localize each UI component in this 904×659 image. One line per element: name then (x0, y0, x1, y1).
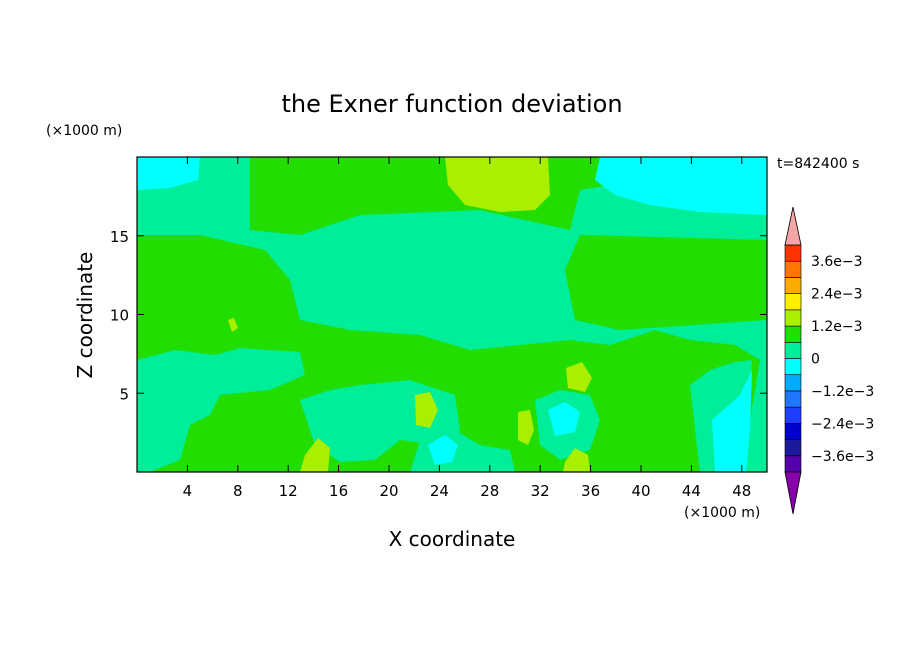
x-tick-label: 48 (732, 482, 751, 500)
x-tick-label: 32 (531, 482, 550, 500)
colorbar-bin (784, 341, 802, 359)
field-region-top-center (445, 157, 550, 212)
x-tick-label: 16 (329, 482, 348, 500)
x-tick-label: 20 (379, 482, 398, 500)
field-region-bottom-right-cyan (712, 370, 752, 472)
colorbar-label: 1.2e−3 (811, 319, 863, 335)
field-region-upper-right (595, 157, 767, 215)
y-axis-label: Z coordinate (73, 252, 97, 379)
colorbar-label: 0 (811, 352, 820, 368)
contour-field (137, 157, 767, 472)
colorbar-label: −1.2e−3 (811, 384, 874, 400)
field-region-yellowgreen-7 (228, 318, 238, 332)
x-ticks (186, 157, 743, 472)
colorbar-label: −3.6e−3 (811, 449, 874, 465)
colorbar-label: 2.4e−3 (811, 287, 863, 303)
colorbar-bin (784, 293, 802, 311)
x-tick-label: 24 (430, 482, 449, 500)
colorbar-bin (784, 277, 802, 294)
x-tick-label: 40 (631, 482, 650, 500)
x-tick-label: 36 (581, 482, 600, 500)
field-region-upper-band (137, 157, 767, 472)
colorbar-bin (784, 358, 802, 376)
colorbar-bin (784, 374, 802, 392)
field-region-yellowgreen-36 (566, 362, 592, 392)
field-region-lower-left (137, 348, 305, 472)
x-tick-label: 28 (480, 482, 499, 500)
y-tick-label: 10 (110, 307, 129, 325)
colorbar-bin (784, 325, 802, 343)
colorbar-bin (784, 406, 802, 424)
field-region-cyan-spot-33 (548, 402, 580, 436)
colorbar-label: 3.6e−3 (811, 254, 863, 270)
chart-title: the Exner function deviation (281, 90, 622, 118)
colorbar-label: −2.4e−3 (811, 416, 874, 432)
y-unit-label: (×1000 m) (46, 123, 122, 139)
field-region-yellowgreen-14 (300, 438, 330, 472)
y-tick-label: 5 (119, 385, 129, 403)
y-tick-label: 15 (110, 228, 129, 246)
x-tick-label: 12 (279, 482, 298, 500)
y-ticks (137, 235, 767, 394)
colorbar-bin (784, 309, 802, 327)
field-region-cyan-spot-24 (428, 435, 458, 465)
x-tick-label: 44 (682, 482, 701, 500)
colorbar-bin (784, 244, 802, 262)
x-unit-label: (×1000 m) (684, 505, 760, 521)
colorbar (784, 206, 802, 515)
colorbar-bin (784, 260, 802, 278)
x-tick-labels: 4 8 12 16 20 24 28 32 36 40 44 48 (183, 482, 752, 500)
colorbar-bin (784, 390, 802, 408)
colorbar-bottom-triangle (784, 471, 802, 515)
x-tick-label: 4 (183, 482, 193, 500)
field-region-yellowgreen-22 (415, 392, 438, 428)
x-tick-label: 8 (233, 482, 243, 500)
field-region-upper-left (137, 157, 200, 190)
colorbar-bin (784, 455, 802, 473)
colorbar-bin (784, 439, 802, 457)
time-label: t=842400 s (777, 156, 859, 172)
colorbar-bin (784, 423, 802, 440)
field-region-yellowgreen-31 (518, 410, 534, 445)
colorbar-labels: 3.6e−3 2.4e−3 1.2e−3 0 −1.2e−3 −2.4e−3 −3.6e−3 (811, 254, 874, 465)
field-region-yellowgreen-35-bottom (563, 448, 590, 472)
x-axis-label: X coordinate (389, 527, 516, 551)
y-tick-labels: 5 10 15 (110, 228, 129, 404)
colorbar-top-triangle (784, 206, 802, 246)
